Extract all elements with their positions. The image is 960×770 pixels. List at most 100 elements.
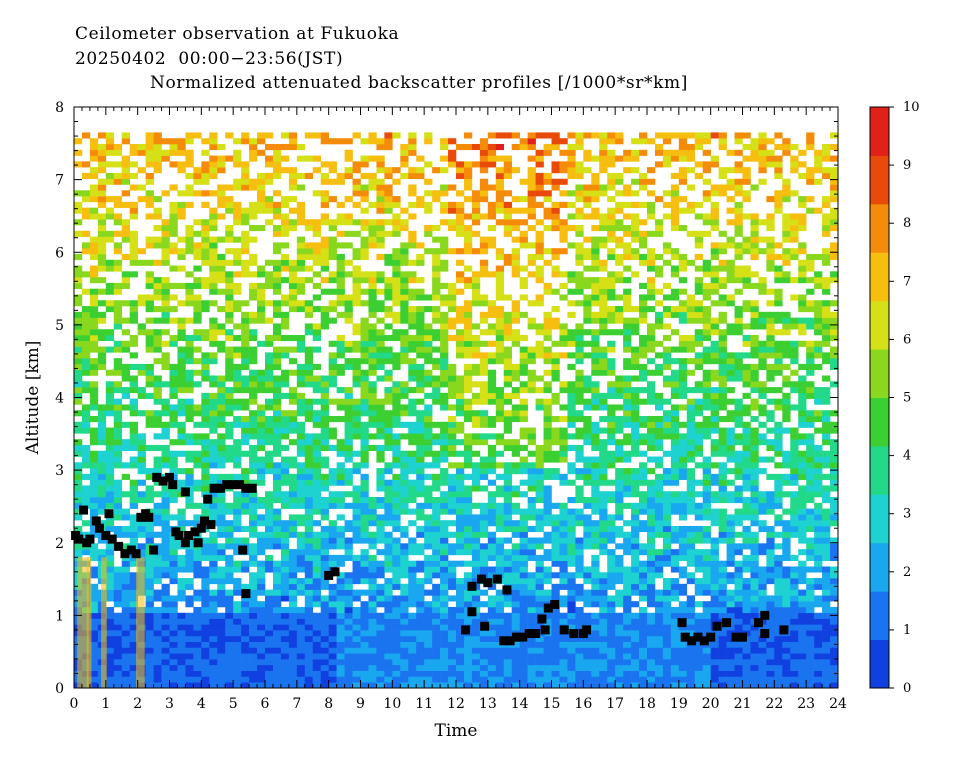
heatmap-cell (257, 196, 266, 203)
heatmap-cell (360, 381, 369, 388)
heatmap-cell (360, 560, 369, 567)
heatmap-cell (440, 265, 449, 272)
heatmap-cell (479, 190, 489, 197)
heatmap-cell (288, 572, 298, 579)
heatmap-cell (145, 317, 154, 324)
heatmap-cell (249, 381, 258, 388)
heatmap-cell (74, 149, 83, 156)
heatmap-cell (209, 682, 218, 689)
heatmap-cell (312, 566, 322, 573)
heatmap-cell (97, 346, 107, 353)
heatmap-cell (376, 502, 385, 509)
heatmap-cell (575, 653, 584, 660)
heatmap-cell (328, 589, 337, 596)
heatmap-cell (416, 306, 425, 313)
heatmap-cell (424, 566, 433, 573)
heatmap-cell (169, 514, 178, 521)
heatmap-cell (161, 647, 170, 654)
heatmap-cell (479, 155, 489, 162)
heatmap-cell (257, 606, 266, 614)
heatmap-cell (416, 606, 425, 614)
heatmap-cell (265, 554, 274, 561)
heatmap-cell (288, 387, 298, 394)
heatmap-cell (623, 456, 632, 463)
heatmap-cell (153, 334, 162, 342)
heatmap-cell (432, 664, 441, 671)
heatmap-cell (511, 520, 520, 527)
heatmap-cell (288, 369, 298, 376)
heatmap-cell (304, 514, 314, 521)
heatmap-cell (145, 381, 154, 388)
heatmap-cell (615, 456, 624, 463)
heatmap-cell (328, 601, 337, 608)
heatmap-cell (296, 514, 306, 521)
heatmap-cell (201, 502, 210, 509)
heatmap-cell (400, 468, 409, 475)
heatmap-cell (416, 450, 425, 457)
heatmap-cell (121, 659, 131, 666)
heatmap-cell (456, 306, 465, 313)
heatmap-cell (559, 566, 568, 573)
heatmap-cell (312, 641, 322, 648)
heatmap-cell (503, 514, 513, 521)
heatmap-cell (89, 572, 99, 579)
heatmap-cell (440, 520, 449, 527)
heatmap-cell (169, 566, 178, 573)
heatmap-cell (312, 248, 322, 255)
heatmap-cell (74, 363, 83, 370)
heatmap-cell (145, 375, 154, 382)
heatmap-cell (312, 659, 322, 666)
heatmap-cell (583, 525, 592, 533)
heatmap-cell (535, 450, 544, 457)
heatmap-cell (288, 525, 298, 533)
heatmap-cell (384, 358, 393, 365)
heatmap-cell (400, 659, 409, 666)
heatmap-cell (169, 375, 178, 382)
heatmap-cell (503, 352, 513, 359)
heatmap-cell (368, 271, 377, 278)
heatmap-cell (519, 462, 528, 469)
heatmap-cell (177, 653, 186, 660)
heatmap-cell (161, 219, 170, 226)
heatmap-cell (177, 682, 186, 689)
heatmap-cell (97, 225, 107, 232)
heatmap-cell (511, 387, 520, 394)
heatmap-cell (169, 248, 178, 255)
heatmap-cell (249, 589, 258, 596)
heatmap-cell (312, 462, 322, 469)
heatmap-cell (225, 259, 234, 266)
heatmap-cell (639, 653, 648, 660)
heatmap-cell (328, 398, 337, 405)
heatmap-cell (209, 554, 218, 561)
heatmap-cell (360, 346, 369, 353)
heatmap-cell (440, 450, 449, 457)
heatmap-cell (265, 462, 274, 469)
heatmap-cell (121, 491, 131, 498)
heatmap-cell (249, 398, 258, 405)
heatmap-cell (400, 387, 409, 394)
heatmap-cell (511, 416, 520, 423)
heatmap-cell (177, 635, 186, 642)
heatmap-cell (559, 381, 568, 388)
heatmap-cell (344, 473, 353, 480)
heatmap-cell (272, 537, 282, 544)
heatmap-cell (463, 508, 473, 515)
heatmap-cell (519, 358, 528, 365)
heatmap-cell (392, 520, 401, 527)
heatmap-cell (551, 265, 560, 272)
heatmap-cell (265, 537, 274, 544)
heatmap-cell (288, 578, 298, 585)
heatmap-cell (551, 653, 560, 660)
heatmap-cell (448, 479, 457, 486)
heatmap-cell (304, 450, 314, 457)
heatmap-cell (193, 520, 202, 527)
heatmap-cell (599, 259, 608, 266)
heatmap-cell (527, 375, 536, 382)
heatmap-cell (408, 635, 417, 642)
heatmap-cell (440, 566, 449, 573)
heatmap-cell (463, 265, 473, 272)
heatmap-cell (105, 595, 115, 602)
heatmap-cell (169, 647, 178, 654)
heatmap-cell (599, 670, 608, 677)
heatmap-cell (599, 659, 608, 666)
